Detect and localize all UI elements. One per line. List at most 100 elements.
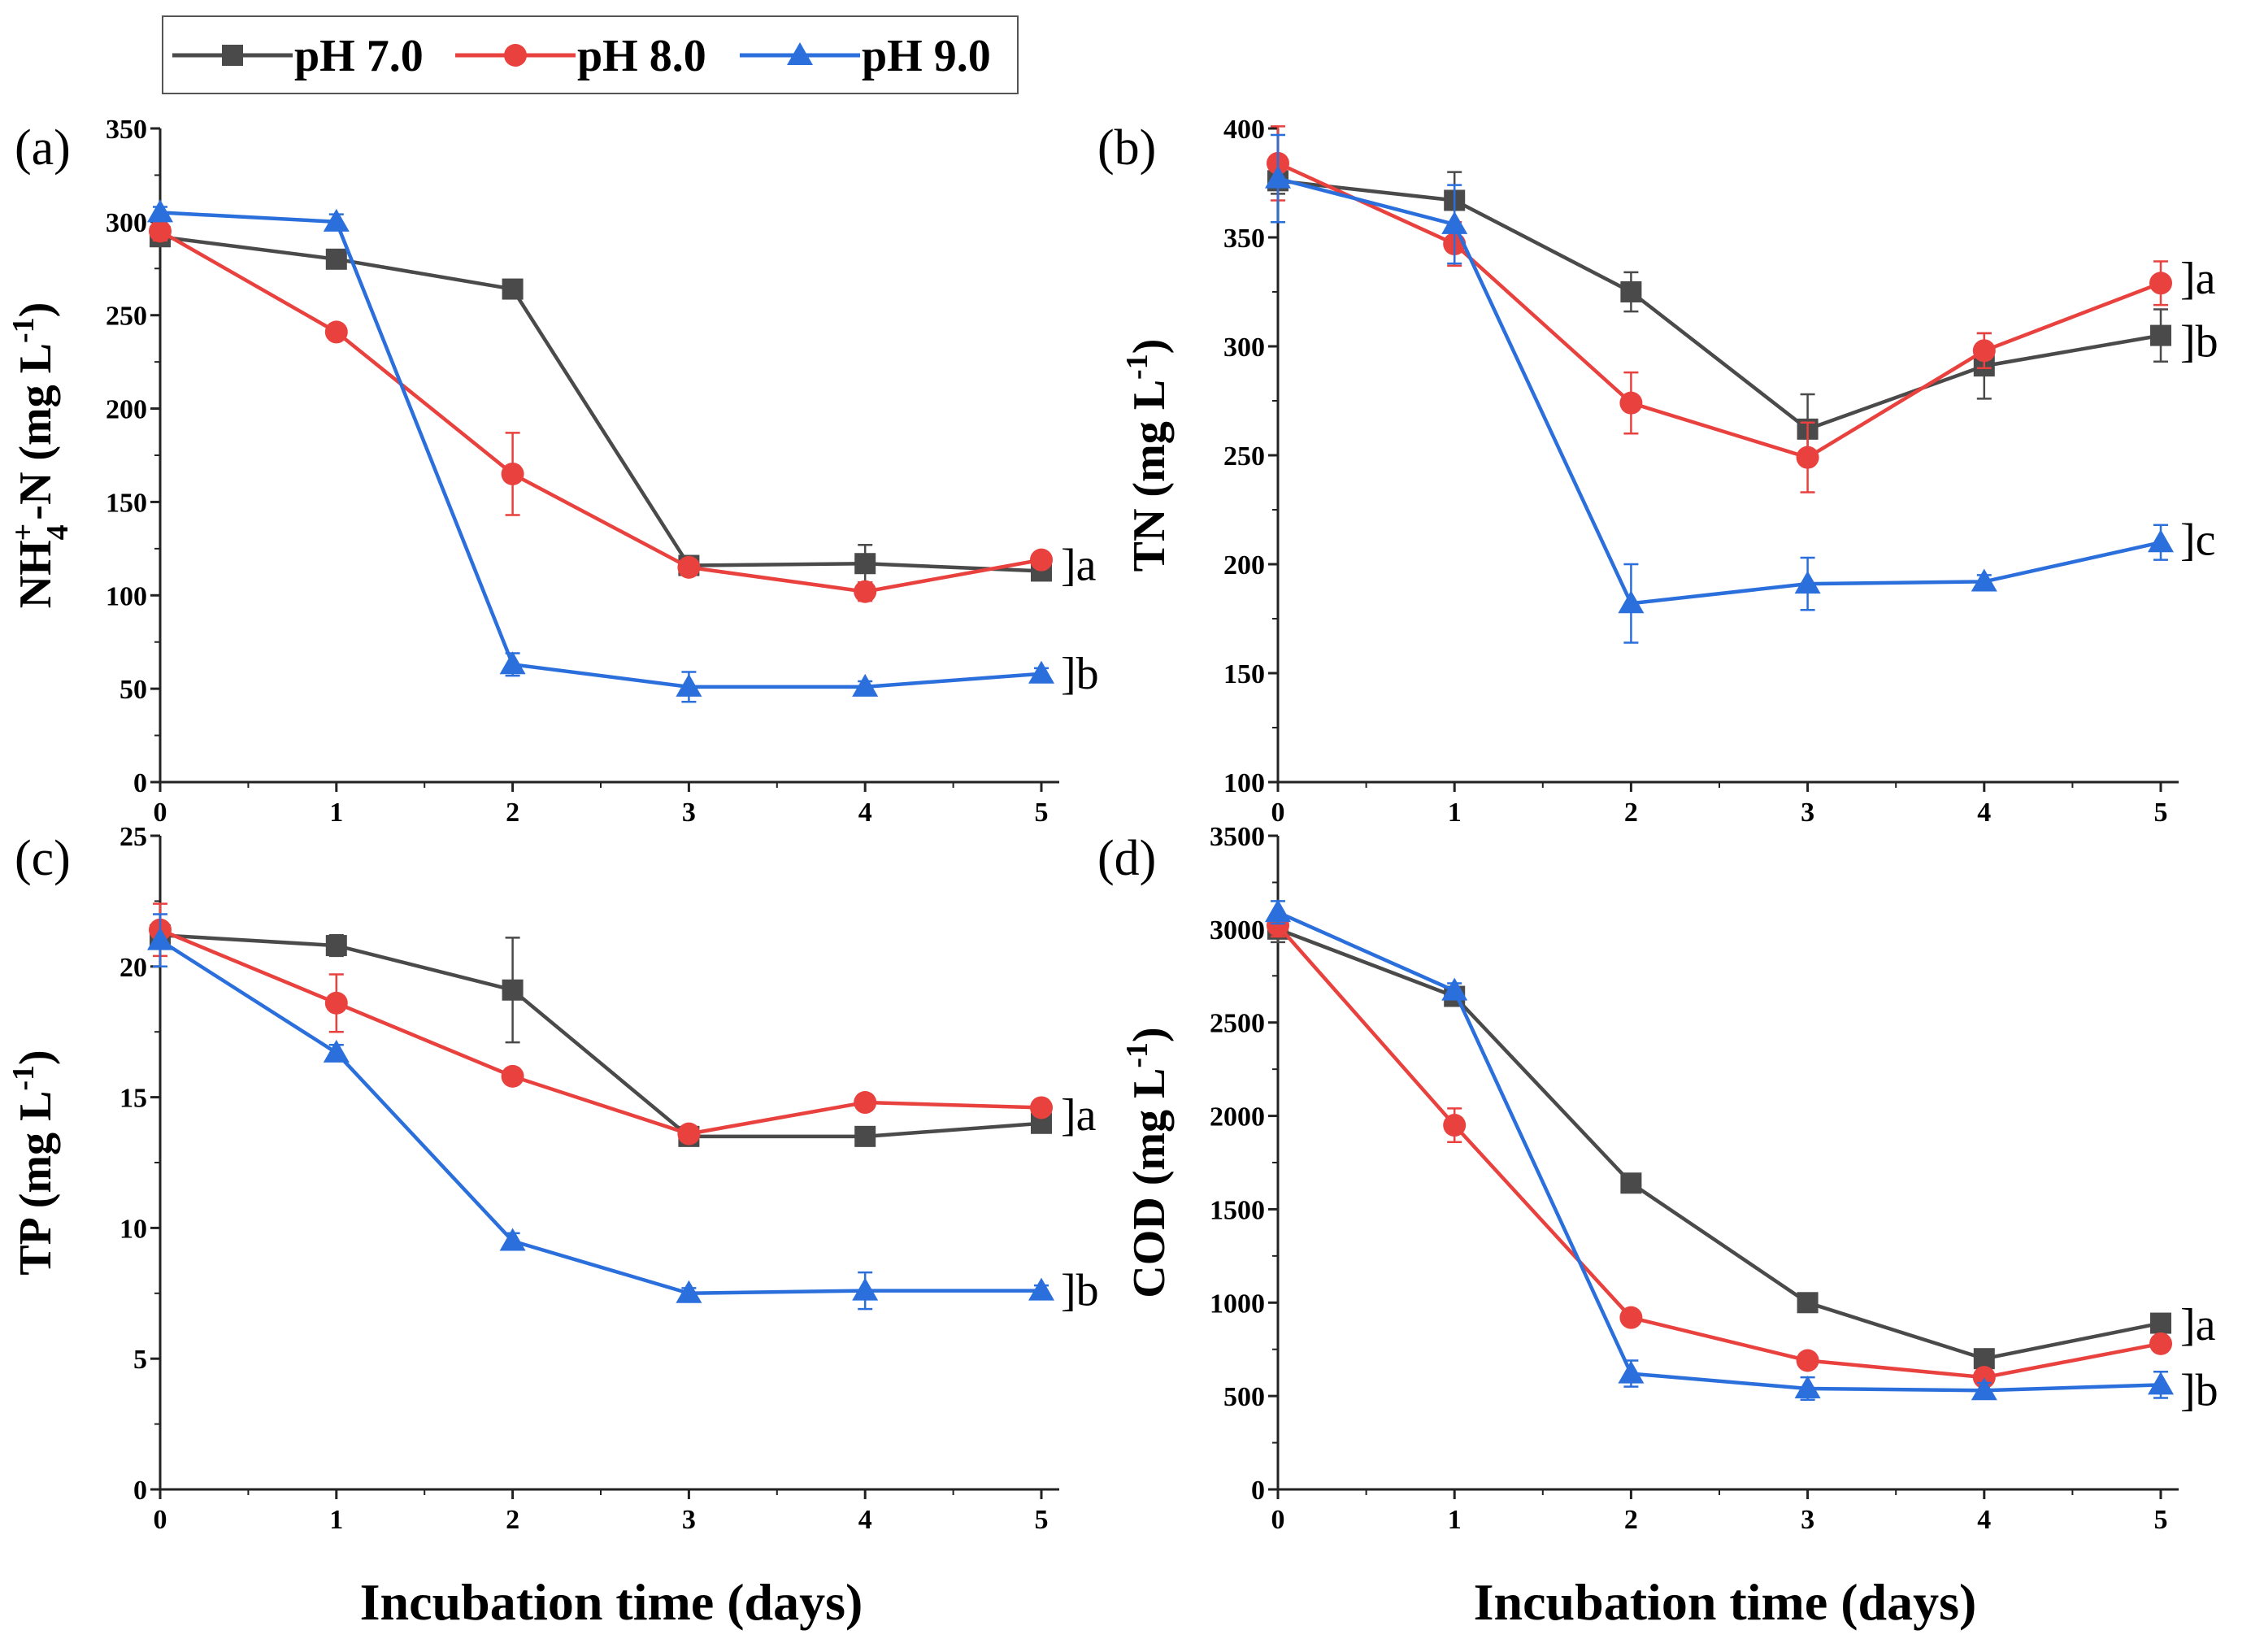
panel-2: 0 5 10 15 20 25 0 1 2 3 4 5 (c) TP (mg L-1)]a]b xyxy=(7,822,1099,1535)
y-tick-label: 2500 xyxy=(1210,1009,1265,1039)
data-point xyxy=(676,673,702,697)
x-tick-label: 4 xyxy=(1977,1505,1991,1535)
data-point xyxy=(1972,339,1996,363)
y-tick-label: 0 xyxy=(133,768,147,798)
y-axis-title-part: -1 xyxy=(1120,1042,1154,1068)
y-axis-title-part: NH xyxy=(11,540,61,608)
data-point xyxy=(1796,1349,1819,1372)
significance-label: ]b xyxy=(1061,1266,1099,1316)
data-point xyxy=(1971,568,1997,592)
y-tick-label: 1500 xyxy=(1210,1195,1265,1225)
x-tick-label: 2 xyxy=(506,798,519,828)
data-point xyxy=(501,462,524,485)
y-tick-label: 5 xyxy=(133,1345,147,1375)
y-tick-label: 250 xyxy=(1223,441,1265,472)
y-tick-label: 350 xyxy=(1223,224,1265,254)
x-tick-label: 2 xyxy=(1624,798,1638,828)
x-tick-label: 1 xyxy=(1448,1505,1462,1535)
y-axis-title: TP (mg L-1) xyxy=(7,1050,61,1275)
panel-3: 0 500 1000 1500 2000 2500 3000 3500 0 1 2 3 4 5 (d) COD… xyxy=(1097,822,2218,1535)
data-point xyxy=(2148,1372,2174,1395)
panel-label: (c) xyxy=(15,831,71,886)
series-line xyxy=(159,928,1042,1136)
data-point xyxy=(324,320,348,344)
data-point xyxy=(1028,1277,1054,1301)
data-point xyxy=(677,1122,701,1146)
legend-marker-1 xyxy=(504,44,527,67)
y-tick-label: 100 xyxy=(1223,768,1265,798)
data-point xyxy=(852,1277,879,1301)
y-tick-label: 300 xyxy=(106,208,147,238)
y-axis-title-part: TN (mg L xyxy=(1124,380,1175,572)
data-point xyxy=(1619,1306,1643,1329)
legend-marker-2 xyxy=(787,42,813,65)
x-tick-label: 4 xyxy=(1977,798,1991,828)
x-tick-label: 0 xyxy=(154,798,167,828)
data-point xyxy=(1619,391,1643,415)
series-pH-7-0 xyxy=(1267,915,2171,1370)
series-line xyxy=(1276,924,2162,1380)
data-point xyxy=(147,927,173,950)
data-point xyxy=(323,208,350,232)
series-line xyxy=(159,229,1042,593)
x-tick-label: 0 xyxy=(1271,798,1285,828)
x-tick-label: 5 xyxy=(2154,798,2168,828)
y-tick-label: 250 xyxy=(106,302,147,332)
data-point xyxy=(1265,165,1291,189)
x-tick-label: 0 xyxy=(154,1505,167,1535)
data-point xyxy=(1618,1360,1645,1384)
y-tick-label: 0 xyxy=(133,1476,147,1506)
series-pH-9-0 xyxy=(1265,899,2174,1401)
data-point xyxy=(502,979,524,1001)
significance-label: ]b xyxy=(2180,1365,2218,1415)
series-pH-8-0 xyxy=(1267,125,2172,493)
series-pH-9-0 xyxy=(147,913,1054,1311)
data-point xyxy=(502,278,524,300)
significance-label: ]a xyxy=(2180,254,2216,304)
data-point xyxy=(323,1039,350,1063)
y-tick-label: 1000 xyxy=(1210,1289,1265,1319)
data-point xyxy=(1620,281,1642,302)
data-point xyxy=(499,651,526,675)
data-point xyxy=(325,935,347,957)
series-pH-8-0 xyxy=(149,902,1053,1146)
significance-label: ]c xyxy=(2180,515,2216,566)
data-point xyxy=(2150,1312,2171,1334)
data-point xyxy=(676,1280,702,1303)
y-tick-label: 200 xyxy=(1223,550,1265,580)
x-tick-label: 3 xyxy=(1801,798,1814,828)
data-point xyxy=(1441,977,1468,1001)
data-point xyxy=(854,553,876,575)
series-line xyxy=(159,938,1041,1296)
x-tick-label: 2 xyxy=(506,1505,519,1535)
data-point xyxy=(852,673,879,697)
data-point xyxy=(1265,899,1291,923)
significance-label: ]b xyxy=(2180,317,2218,367)
panel-label: (a) xyxy=(15,120,71,176)
y-axis-title-part: ) xyxy=(1124,339,1175,354)
y-axis-title-part: -1 xyxy=(7,1065,41,1091)
y-tick-label: 20 xyxy=(120,953,147,983)
data-point xyxy=(1618,590,1645,614)
y-tick-label: 50 xyxy=(120,675,147,705)
x-tick-label: 4 xyxy=(858,798,872,828)
significance-label: ]a xyxy=(1061,541,1097,591)
y-axis-title: NH4+ -N (mg L-1) xyxy=(7,302,75,609)
series-line xyxy=(1277,176,2162,606)
x-tick-label: 3 xyxy=(1801,1505,1814,1535)
data-point xyxy=(1620,1172,1642,1194)
y-tick-label: 10 xyxy=(120,1214,147,1244)
x-tick-label: 2 xyxy=(1624,1505,1638,1535)
significance-label: ]a xyxy=(2180,1300,2216,1350)
data-point xyxy=(1973,1348,1995,1370)
data-point xyxy=(2150,324,2171,346)
series-line xyxy=(1277,179,2162,432)
series-line xyxy=(159,235,1042,573)
x-tick-label: 4 xyxy=(858,1505,872,1535)
panel-1: 100 150 200 250 300 350 400 0 1 2 3 4 5 (b) TN (mg L-1… xyxy=(1097,115,2218,828)
y-axis-title-part: + xyxy=(7,524,41,541)
data-point xyxy=(2148,529,2174,553)
y-tick-label: 2000 xyxy=(1210,1102,1265,1132)
